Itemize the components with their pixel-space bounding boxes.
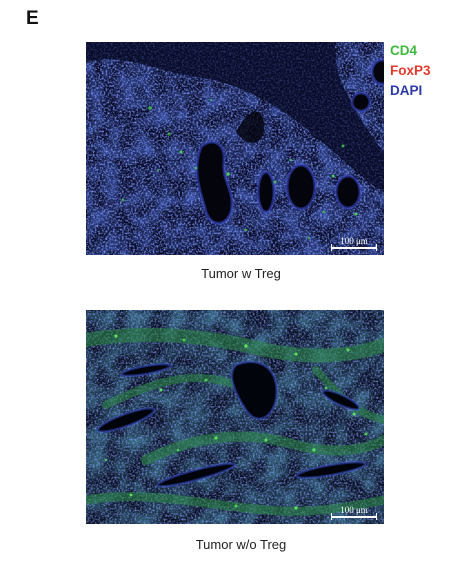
micrograph-tumor-with-treg: 100 μm <box>86 42 384 255</box>
scale-bar-label: 100 μm <box>340 236 368 246</box>
scale-bar-label: 100 μm <box>340 505 368 515</box>
fluorescence-image <box>86 310 384 524</box>
caption-tumor-with-treg: Tumor w Treg <box>201 266 281 281</box>
legend-dapi: DAPI <box>390 83 423 98</box>
fluorescence-image <box>86 42 384 255</box>
scale-bar-line <box>331 244 377 251</box>
legend-cd4: CD4 <box>390 43 418 58</box>
scale-bar: 100 μm <box>331 236 377 251</box>
panel-label: E <box>26 8 39 29</box>
caption-tumor-without-treg: Tumor w/o Treg <box>195 537 287 552</box>
legend-foxp3: FoxP3 <box>390 63 431 78</box>
scale-bar: 100 μm <box>331 505 377 520</box>
micrograph-tumor-without-treg: 100 μm <box>86 310 384 524</box>
stain-legend: CD4 FoxP3 DAPI <box>390 41 431 101</box>
scale-bar-line <box>331 513 377 520</box>
